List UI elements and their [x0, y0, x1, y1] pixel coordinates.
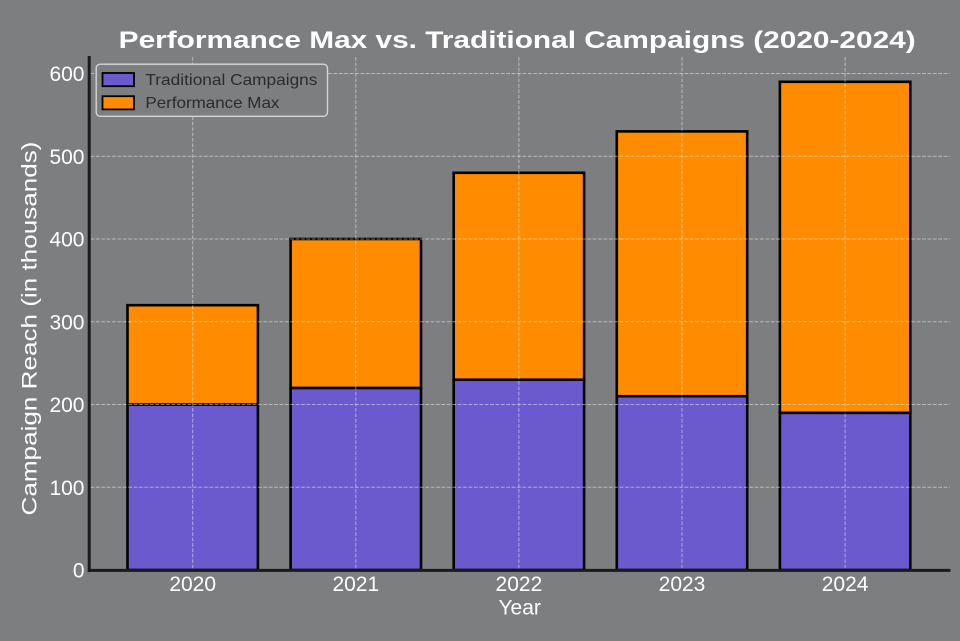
- svg-text:0: 0: [73, 560, 85, 583]
- svg-text:Traditional Campaigns: Traditional Campaigns: [145, 72, 317, 89]
- svg-text:Campaign Reach (in thousands): Campaign Reach (in thousands): [19, 142, 42, 516]
- svg-text:100: 100: [49, 477, 84, 500]
- svg-text:200: 200: [49, 394, 84, 417]
- svg-text:2022: 2022: [496, 573, 543, 596]
- svg-text:300: 300: [49, 311, 84, 334]
- svg-text:500: 500: [49, 146, 84, 169]
- svg-text:2021: 2021: [332, 573, 379, 596]
- svg-text:400: 400: [49, 229, 84, 252]
- svg-text:Year: Year: [498, 597, 540, 620]
- svg-text:2020: 2020: [169, 573, 216, 596]
- svg-text:Performance Max vs. Traditiona: Performance Max vs. Traditional Campaign…: [119, 27, 916, 54]
- svg-text:2023: 2023: [659, 573, 706, 596]
- svg-text:2024: 2024: [822, 573, 869, 596]
- svg-text:Performance Max: Performance Max: [145, 95, 279, 112]
- svg-text:600: 600: [49, 63, 84, 86]
